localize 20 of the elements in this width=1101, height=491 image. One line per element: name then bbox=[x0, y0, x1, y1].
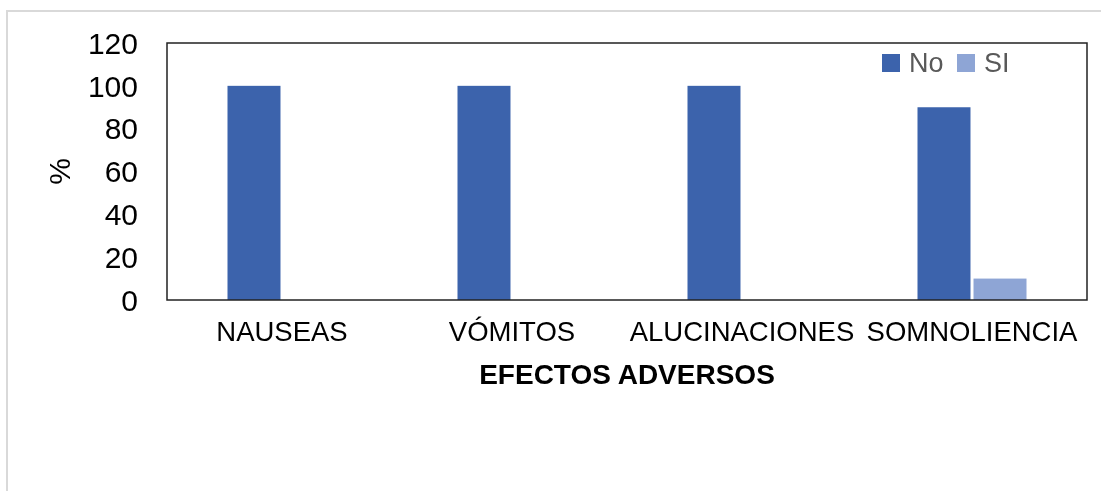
x-tick-label: ALUCINACIONES bbox=[629, 316, 855, 347]
bar bbox=[917, 107, 971, 300]
bar bbox=[227, 85, 281, 300]
x-tick-label: NAUSEAS bbox=[216, 316, 348, 347]
y-tick-label: 20 bbox=[104, 240, 138, 274]
bar bbox=[687, 85, 741, 300]
bar bbox=[457, 85, 511, 300]
legend-label: SI bbox=[984, 48, 1010, 78]
y-axis-title: % bbox=[43, 158, 76, 185]
y-tick-label: 60 bbox=[104, 155, 138, 189]
x-tick-label: VÓMITOS bbox=[448, 316, 576, 347]
x-tick-label: SOMNOLIENCIA bbox=[866, 316, 1079, 347]
y-tick-label: 0 bbox=[121, 283, 138, 317]
y-tick-label: 120 bbox=[87, 26, 138, 60]
y-tick-label: 100 bbox=[87, 69, 138, 103]
y-tick-label: 80 bbox=[104, 112, 138, 146]
y-tick-label: 40 bbox=[104, 198, 138, 232]
legend-label: No bbox=[909, 48, 944, 78]
x-axis-title: EFECTOS ADVERSOS bbox=[479, 359, 775, 390]
bar bbox=[973, 278, 1027, 300]
